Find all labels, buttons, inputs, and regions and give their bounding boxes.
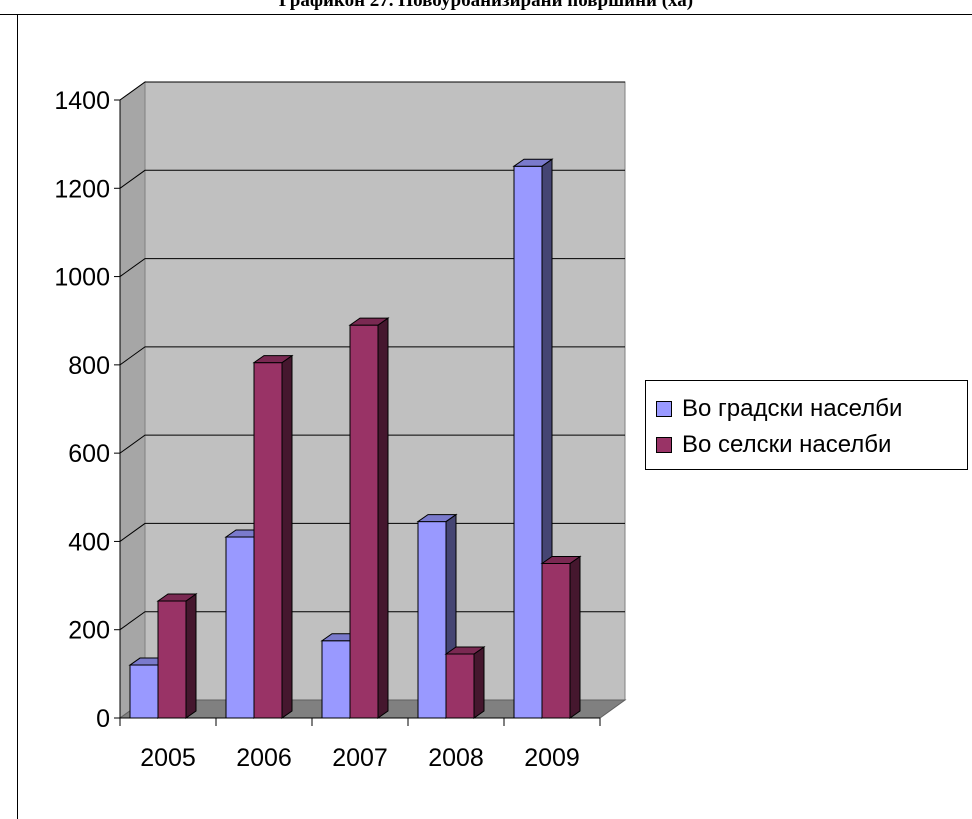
bar-top xyxy=(252,355,294,364)
legend-label-urban: Во градски населби xyxy=(682,395,903,422)
gridlines xyxy=(119,81,625,631)
y-tick-label: 400 xyxy=(68,528,110,556)
left-rule xyxy=(17,14,18,819)
legend-label-rural: Во селски населби xyxy=(682,431,892,458)
y-tick-label: 600 xyxy=(68,440,110,468)
bar-rural-2009 xyxy=(540,555,582,719)
gridline xyxy=(119,611,625,631)
y-tick-labels: 0 200 400 600 800 1000 1200 1400 xyxy=(54,87,110,733)
y-tick-label: 1400 xyxy=(54,87,110,115)
y-tick-label: 800 xyxy=(68,352,110,380)
bar-front xyxy=(253,362,283,719)
chart-title: Графикон 27. Новоурбанизирани површини (… xyxy=(278,0,694,11)
gridline xyxy=(119,346,625,366)
top-rule xyxy=(0,14,972,15)
bar-top xyxy=(444,646,486,655)
side-wall xyxy=(119,81,146,719)
x-tick-label: 2007 xyxy=(332,744,388,772)
bar-urban-2009 xyxy=(512,158,554,719)
bar-front xyxy=(129,664,159,719)
legend-item-rural: Во селски населби xyxy=(656,430,891,460)
y-tick-label: 1200 xyxy=(54,175,110,203)
gridline xyxy=(119,258,625,277)
bar-top xyxy=(416,514,458,523)
bar-side xyxy=(473,646,485,719)
bar-top xyxy=(540,556,582,564)
y-tick-label: 0 xyxy=(96,705,110,733)
bar-front xyxy=(417,521,447,719)
bar-side xyxy=(377,317,389,719)
bar-rural-2008 xyxy=(444,646,486,719)
bar-front xyxy=(225,536,255,719)
gridline xyxy=(119,81,625,101)
y-tick-label: 1000 xyxy=(54,264,110,292)
legend-item-urban: Во градски населби xyxy=(656,394,902,424)
x-tick-label: 2005 xyxy=(140,744,196,772)
gridline xyxy=(119,169,625,189)
bar-side xyxy=(281,354,293,719)
legend: Во градски населби Во селски населби xyxy=(645,380,968,470)
bar-rural-2005 xyxy=(156,593,198,719)
bar-rural-2007 xyxy=(348,317,390,719)
bar-side xyxy=(569,555,581,719)
gridline xyxy=(119,522,625,542)
bar-top xyxy=(512,158,554,167)
x-tick-label: 2009 xyxy=(524,744,580,772)
bar-rural-2006 xyxy=(252,354,294,719)
bar-front xyxy=(541,563,571,719)
bar-front xyxy=(157,600,187,719)
y-tick-label: 200 xyxy=(68,617,110,645)
bar-front xyxy=(321,640,351,719)
bar-top xyxy=(156,593,198,602)
bar-front xyxy=(445,653,475,719)
x-tick-label: 2006 xyxy=(236,744,292,772)
legend-swatch-urban xyxy=(656,401,672,417)
bar-top xyxy=(348,317,390,326)
bar-side xyxy=(185,593,197,719)
x-tick-labels: 2005 2006 2007 2008 2009 xyxy=(140,744,580,772)
bar-front xyxy=(349,324,379,719)
bars xyxy=(128,158,582,719)
bar-front xyxy=(513,165,543,719)
legend-swatch-rural xyxy=(656,437,672,453)
x-tick-label: 2008 xyxy=(428,744,484,772)
gridline xyxy=(119,434,625,454)
